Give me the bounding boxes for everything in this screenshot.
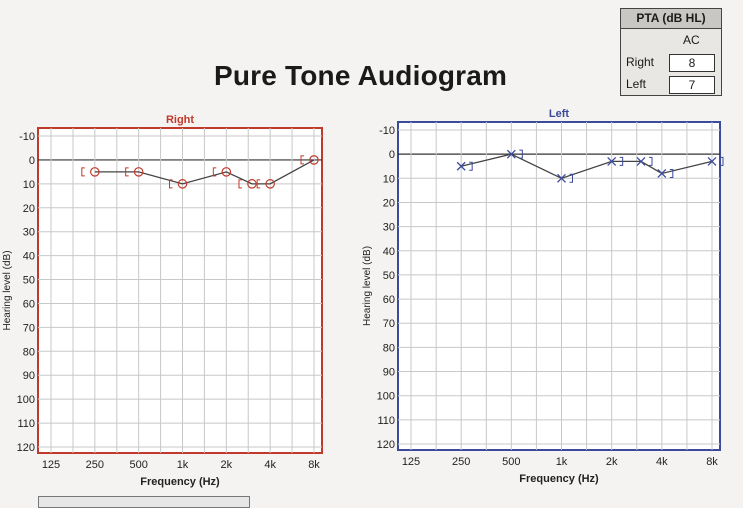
left-data-point — [557, 173, 566, 183]
pta-table: PTA (dB HL) AC Right 8 Left 7 — [620, 8, 722, 96]
right-data-point — [265, 179, 275, 189]
right-data-point — [90, 167, 100, 177]
left-bone-marker — [569, 173, 573, 183]
right-bone-marker — [169, 179, 173, 189]
footer-box — [38, 496, 250, 508]
right-bone-marker — [81, 167, 85, 177]
right-bone-marker — [256, 179, 261, 189]
right-y-tick-label: 40 — [23, 251, 35, 263]
right-x-tick-label: 1k — [177, 459, 189, 471]
left-y-tick-label: 70 — [383, 318, 395, 330]
right-x-tick-label: 500 — [129, 459, 147, 471]
right-y-axis-label: Hearing level (dB) — [2, 250, 13, 330]
left-x-tick-label: 8k — [706, 456, 718, 468]
pta-header: PTA (dB HL) — [621, 9, 721, 29]
right-bone-marker — [238, 179, 242, 189]
right-chart-title: Right — [166, 114, 194, 126]
left-y-axis-label: Hearing level (dB) — [362, 246, 373, 326]
right-data-point — [133, 167, 144, 177]
left-x-axis-label: Frequency (Hz) — [519, 473, 599, 485]
right-y-tick-label: 20 — [23, 203, 35, 215]
pta-left-label: Left — [626, 77, 647, 91]
pta-row-left: Left 7 — [621, 73, 721, 95]
right-data-point — [177, 179, 188, 189]
right-y-tick-label: 120 — [17, 442, 35, 454]
left-chart-title: Left — [549, 108, 570, 120]
right-bone-marker — [300, 155, 304, 165]
page-title: Pure Tone Audiogram — [214, 60, 508, 91]
right-bone-marker — [125, 167, 129, 177]
left-y-tick-label: 110 — [377, 415, 395, 427]
right-y-tick-label: 110 — [17, 418, 35, 430]
left-data-point — [707, 156, 717, 166]
left-bone-marker — [519, 149, 523, 159]
pta-column-row: AC — [621, 29, 721, 51]
left-y-tick-label: 20 — [383, 197, 395, 209]
right-data-point — [221, 167, 232, 177]
right-data-point — [309, 155, 319, 165]
right-x-axis-label: Frequency (Hz) — [140, 476, 220, 488]
left-x-tick-label: 125 — [402, 456, 420, 468]
left-audiogram — [397, 121, 724, 451]
right-bone-marker — [212, 167, 217, 177]
left-y-tick-label: 100 — [377, 391, 395, 403]
left-data-point — [506, 149, 516, 159]
pta-left-value: 7 — [669, 76, 715, 94]
left-bone-marker — [649, 156, 653, 166]
right-x-tick-label: 125 — [42, 459, 60, 471]
left-bone-marker — [669, 168, 674, 178]
right-y-tick-label: 60 — [23, 298, 35, 310]
left-y-tick-label: 90 — [383, 367, 395, 379]
left-y-tick-label: 120 — [377, 439, 395, 451]
left-data-point — [657, 169, 667, 178]
right-y-tick-label: 10 — [23, 179, 35, 191]
right-y-tick-label: -10 — [19, 131, 35, 143]
pta-right-label: Right — [626, 55, 655, 69]
left-y-tick-label: 60 — [383, 294, 395, 306]
left-y-tick-label: 30 — [383, 222, 395, 234]
left-y-tick-label: 0 — [389, 149, 395, 161]
right-x-tick-label: 8k — [308, 459, 320, 471]
left-x-tick-label: 500 — [502, 456, 520, 468]
right-y-tick-label: 70 — [23, 322, 35, 334]
left-data-point — [636, 156, 646, 166]
right-y-tick-label: 30 — [23, 227, 35, 239]
right-x-tick-label: 4k — [264, 459, 276, 471]
left-y-tick-label: -10 — [379, 125, 395, 137]
left-y-tick-label: 80 — [383, 342, 395, 354]
right-y-tick-label: 90 — [23, 370, 35, 382]
left-x-tick-label: 4k — [656, 456, 668, 468]
right-data-point — [247, 179, 257, 189]
pta-column-label: AC — [683, 33, 700, 47]
right-chart-frame — [37, 127, 323, 454]
right-x-tick-label: 250 — [86, 459, 104, 471]
left-data-point — [607, 156, 617, 166]
right-audiogram — [37, 127, 323, 454]
left-bone-marker — [469, 161, 473, 171]
right-x-tick-label: 2k — [221, 459, 233, 471]
right-y-tick-label: 100 — [17, 394, 35, 406]
right-y-tick-label: 0 — [29, 155, 35, 167]
left-x-tick-label: 250 — [452, 456, 470, 468]
right-y-tick-label: 80 — [23, 346, 35, 358]
left-y-tick-label: 40 — [383, 246, 395, 258]
left-bone-marker — [619, 156, 624, 166]
left-y-tick-label: 10 — [383, 173, 395, 185]
left-x-tick-label: 2k — [606, 456, 618, 468]
pta-right-value: 8 — [669, 54, 715, 72]
left-bone-marker — [720, 156, 724, 166]
left-data-point — [456, 161, 466, 171]
left-x-tick-label: 1k — [556, 456, 568, 468]
right-series-line — [94, 159, 315, 185]
left-y-tick-label: 50 — [383, 270, 395, 282]
pta-row-right: Right 8 — [621, 51, 721, 73]
right-y-tick-label: 50 — [23, 275, 35, 287]
